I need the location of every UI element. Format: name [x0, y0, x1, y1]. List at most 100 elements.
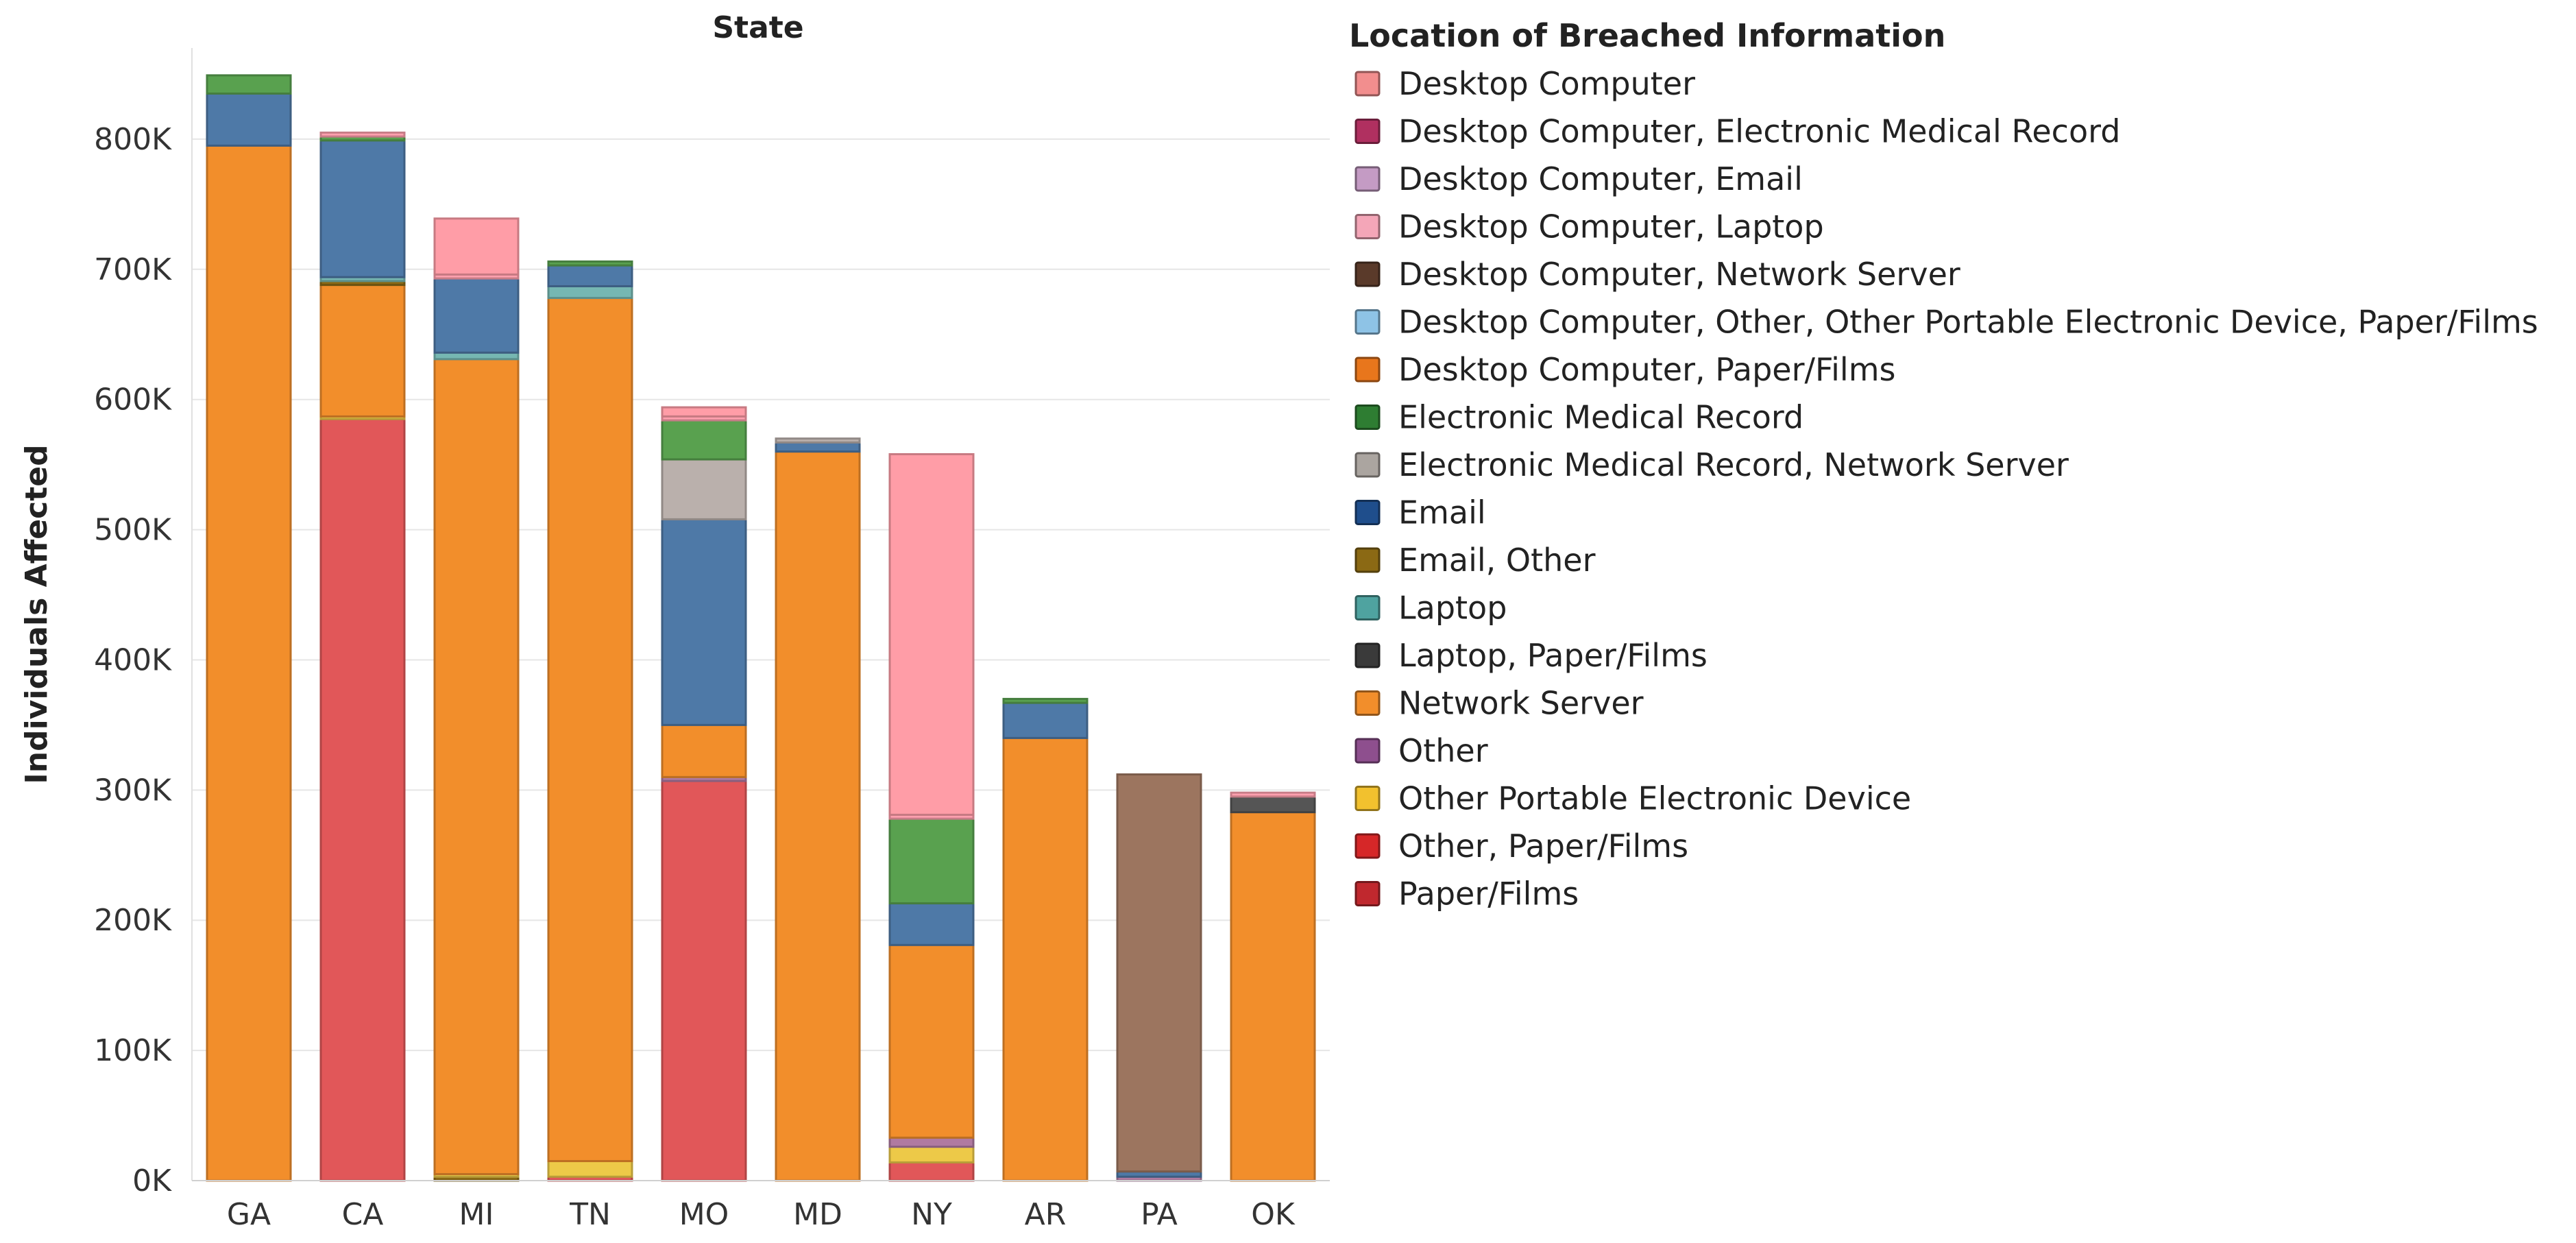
legend: Location of Breached Information Desktop… [1349, 17, 2538, 913]
legend-item-label: Other, Paper/Films [1398, 828, 1688, 865]
legend-swatch [1354, 405, 1381, 430]
x-tick-label: PA [1141, 1197, 1178, 1232]
y-tick-label: 400K [94, 642, 172, 677]
x-tick-label: OK [1251, 1197, 1296, 1232]
bar-segment-ar [1002, 736, 1089, 1182]
legend-swatch [1354, 547, 1381, 573]
bar-segment-ar [1002, 701, 1089, 739]
x-tick-label: MI [459, 1197, 494, 1232]
bar-segment-mi [433, 358, 520, 1176]
bar-segment-ca [319, 284, 406, 418]
y-tick-label: 100K [94, 1033, 172, 1068]
bar-segment-ny [888, 1161, 975, 1182]
legend-item-label: Desktop Computer [1398, 65, 1695, 102]
legend-swatch [1354, 309, 1381, 335]
legend-item-label: Laptop, Paper/Films [1398, 637, 1708, 674]
bar-segment-mo [661, 518, 747, 726]
legend-swatch [1354, 214, 1381, 239]
bar-segment-md [775, 441, 861, 453]
legend-swatch [1354, 119, 1381, 144]
y-tick-label: 700K [94, 252, 172, 287]
y-tick-label: 800K [94, 122, 172, 157]
x-tick-label: MO [679, 1197, 729, 1232]
bar-segment-tn [547, 1160, 633, 1178]
bar-segment-ca [319, 131, 406, 138]
bars [206, 74, 1316, 1182]
bar-segment-ny [888, 943, 975, 1139]
legend-swatch [1354, 881, 1381, 906]
legend-item-label: Electronic Medical Record [1398, 399, 1803, 436]
x-tick-label: CA [342, 1197, 384, 1232]
legend-swatch [1354, 690, 1381, 716]
legend-swatch [1354, 786, 1381, 811]
y-axis-title: Individuals Affected [19, 444, 54, 784]
y-tick-label: 0K [132, 1163, 172, 1198]
bar-segment-ok [1230, 811, 1316, 1182]
bar-segment-ny [888, 1146, 975, 1163]
legend-item-label: Desktop Computer, Paper/Films [1398, 351, 1895, 388]
bar-segment-mo [661, 406, 747, 418]
legend-swatch [1354, 500, 1381, 525]
bar-segment-ny [888, 817, 975, 905]
y-axis: 0K 100K 200K 300K 400K 500K 600K 700K 800K [94, 122, 172, 1198]
bar-segment-md [775, 437, 861, 444]
bar-segment-ok [1230, 795, 1316, 814]
legend-item-label: Desktop Computer, Laptop [1398, 208, 1824, 245]
y-tick-label: 200K [94, 903, 172, 938]
legend-item-label: Other [1398, 732, 1488, 769]
legend-item-label: Network Server [1398, 685, 1644, 722]
bar-segment-tn [547, 260, 633, 267]
legend-swatch [1354, 642, 1381, 668]
legend-item-label: Email, Other [1398, 542, 1596, 579]
bar-segment-ar [1002, 697, 1089, 704]
bar-segment-mo [661, 723, 747, 778]
bar-segment-tn [547, 264, 633, 287]
legend-swatch [1354, 71, 1381, 97]
bar-segment-ga [206, 74, 292, 95]
bar-segment-mo [661, 419, 747, 461]
bar-segment-mi [433, 277, 520, 354]
legend-item-label: Desktop Computer, Network Server [1398, 256, 1960, 293]
legend-swatch [1354, 738, 1381, 764]
legend-swatch [1354, 595, 1381, 620]
legend-item-label: Desktop Computer, Other, Other Portable … [1398, 304, 2538, 341]
legend-swatch [1354, 452, 1381, 478]
legend-swatch [1354, 357, 1381, 383]
x-tick-label: AR [1025, 1197, 1067, 1232]
legend-item-label: Laptop [1398, 590, 1507, 627]
legend-item-label: Desktop Computer, Email [1398, 160, 1803, 197]
y-tick-label: 500K [94, 513, 172, 548]
bar-segment-ny [888, 1136, 975, 1148]
legend-item-label: Email [1398, 494, 1486, 531]
bar-segment-ga [206, 92, 292, 147]
legend-swatch [1354, 261, 1381, 287]
y-tick-label: 600K [94, 383, 172, 418]
x-tick-label: MD [793, 1197, 842, 1232]
bar-segment-ny [888, 452, 975, 816]
legend-title: Location of Breached Information [1349, 17, 1945, 54]
legend-item-label: Desktop Computer, Electronic Medical Rec… [1398, 113, 2120, 150]
x-tick-label: NY [911, 1197, 952, 1232]
x-axis: GA CA MI TN MO MD NY AR PA OK [227, 1197, 1296, 1232]
legend-swatch [1354, 833, 1381, 859]
bar-segment-mo [661, 458, 747, 520]
bar-segment-ca [319, 139, 406, 278]
chart-title: State [712, 10, 803, 45]
x-tick-label: TN [569, 1197, 611, 1232]
legend-swatch [1354, 166, 1381, 192]
bar-segment-tn [547, 297, 633, 1163]
legend-item-label: Electronic Medical Record, Network Serve… [1398, 446, 2069, 483]
bar-segment-ny [888, 902, 975, 946]
bar-segment-mo [661, 780, 747, 1182]
bar-segment-ok [1230, 791, 1316, 798]
legend-item-label: Paper/Films [1398, 876, 1579, 913]
x-tick-label: GA [227, 1197, 271, 1232]
bar-segment-ca [319, 418, 406, 1182]
bar-segment-mi [433, 217, 520, 276]
y-tick-label: 300K [94, 773, 172, 808]
bar-segment-pa [1116, 773, 1202, 1173]
legend-item-label: Other Portable Electronic Device [1398, 780, 1911, 817]
bar-segment-tn [547, 285, 633, 300]
bar-segment-ga [206, 144, 292, 1182]
